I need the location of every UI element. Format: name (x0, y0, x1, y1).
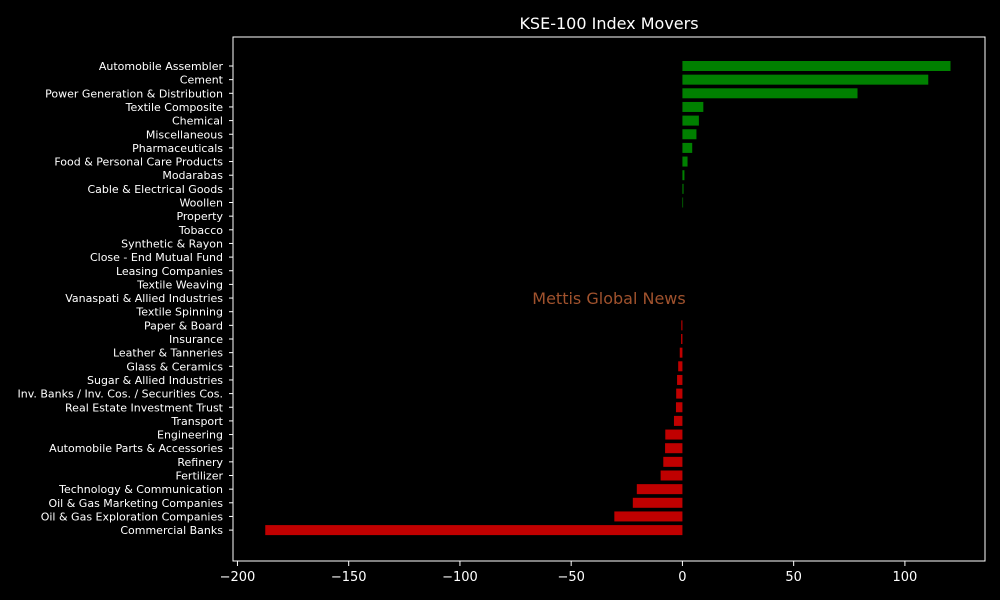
chart-title: KSE-100 Index Movers (519, 14, 698, 33)
category-label: Pharmaceuticals (132, 142, 223, 155)
plot-frame (232, 36, 986, 562)
category-label: Vanaspati & Allied Industries (65, 292, 223, 305)
bar (682, 170, 685, 181)
category-label: Modarabas (162, 169, 223, 182)
x-tick-group: −200 −150 −100 −50 0 50 100 (220, 561, 917, 585)
category-label: Inv. Banks / Inv. Cos. / Securities Cos. (18, 388, 223, 401)
category-label: Miscellaneous (146, 128, 223, 141)
bar (665, 443, 683, 454)
bar (682, 74, 929, 85)
category-label: Synthetic & Rayon (121, 237, 223, 250)
bar (673, 415, 683, 426)
watermark: Mettis Global News (532, 289, 685, 308)
bar (675, 402, 683, 413)
bar (679, 347, 683, 358)
category-label: Textile Weaving (136, 278, 223, 291)
bar (681, 334, 683, 344)
category-label: Cable & Electrical Goods (87, 183, 223, 196)
category-label: Food & Personal Care Products (54, 156, 223, 169)
bar (636, 484, 683, 495)
x-tick-label: 50 (785, 570, 802, 585)
category-label: Fertilizer (175, 470, 223, 483)
bar (665, 429, 683, 440)
category-label: Commercial Banks (120, 524, 223, 537)
bar (663, 456, 683, 467)
bar (682, 115, 699, 126)
bar (682, 197, 684, 208)
category-label: Real Estate Investment Trust (65, 401, 224, 414)
bar (265, 525, 683, 536)
category-label: Cement (180, 74, 224, 87)
bar (632, 497, 683, 508)
category-label: Tobacco (178, 224, 223, 237)
category-label: Insurance (169, 333, 223, 346)
category-label: Engineering (157, 429, 223, 442)
category-label: Leasing Companies (116, 265, 223, 278)
bar-group (265, 61, 951, 536)
x-tick-label: 100 (892, 570, 917, 585)
category-label: Leather & Tanneries (113, 347, 223, 360)
category-label: Refinery (177, 456, 223, 469)
bar (682, 88, 858, 99)
category-label: Power Generation & Distribution (45, 87, 223, 100)
x-tick-label: −100 (442, 570, 478, 585)
category-label: Property (176, 210, 223, 223)
bar (682, 156, 688, 167)
category-label: Transport (170, 415, 223, 428)
category-label: Technology & Communication (58, 483, 223, 496)
category-label: Oil & Gas Exploration Companies (41, 510, 224, 523)
bar (682, 61, 951, 71)
bar (682, 101, 704, 112)
category-label: Chemical (172, 115, 223, 128)
bar (677, 374, 683, 385)
x-tick-label: −150 (331, 570, 367, 585)
bar (660, 470, 683, 481)
category-label: Textile Spinning (135, 306, 223, 319)
category-label: Woollen (179, 197, 223, 210)
bar (676, 388, 683, 399)
bar (614, 511, 683, 522)
x-tick-label: −200 (220, 570, 256, 585)
category-label: Automobile Assembler (99, 60, 224, 73)
category-label: Automobile Parts & Accessories (49, 442, 223, 455)
x-tick-label: −50 (557, 570, 584, 585)
bar (682, 183, 684, 194)
x-tick-label: 0 (678, 570, 686, 585)
category-label: Oil & Gas Marketing Companies (48, 497, 223, 510)
category-label: Sugar & Allied Industries (87, 374, 223, 387)
bar (682, 142, 693, 153)
category-label: Paper & Board (144, 319, 223, 332)
bar (682, 129, 697, 140)
category-label: Glass & Ceramics (126, 360, 223, 373)
category-label: Close - End Mutual Fund (90, 251, 223, 264)
bar (681, 320, 683, 331)
category-label: Textile Composite (125, 101, 224, 114)
bar (678, 361, 683, 372)
